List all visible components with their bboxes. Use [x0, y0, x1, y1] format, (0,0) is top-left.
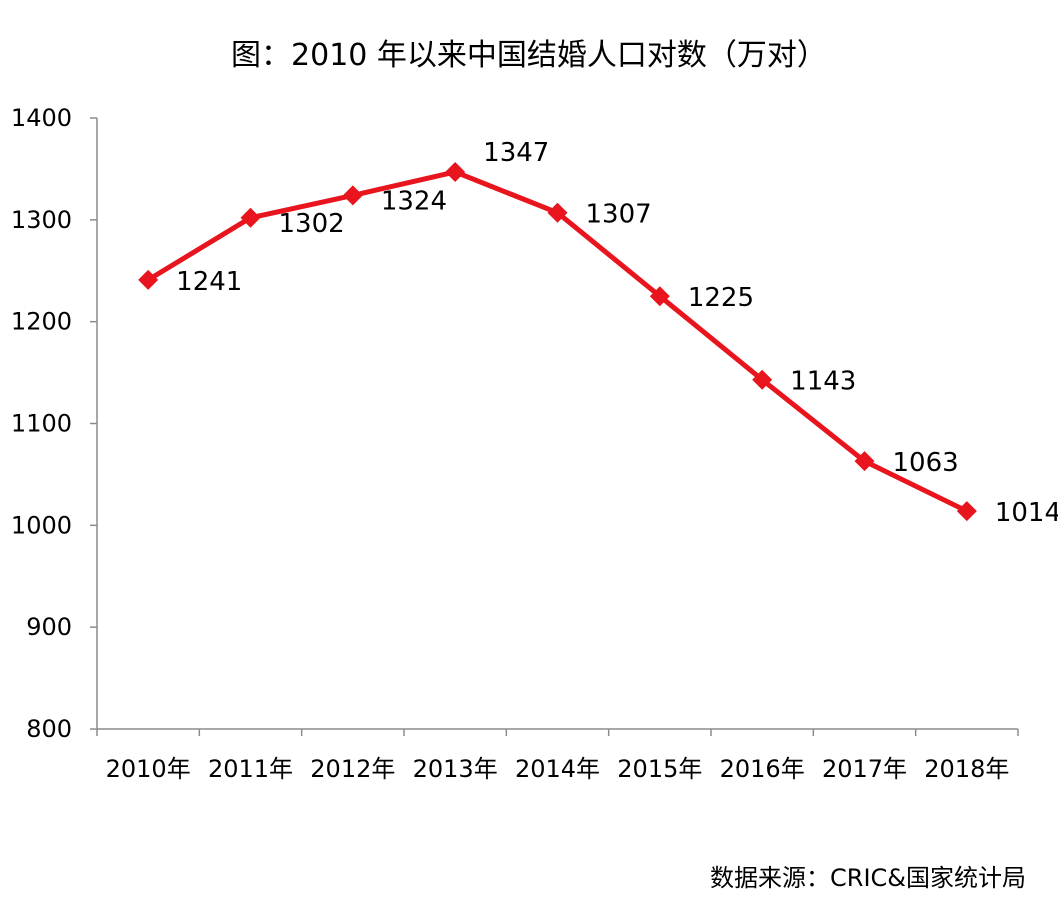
data-label: 1324	[381, 186, 447, 216]
data-labels: 1241 1302 1324 1347 1307 1225 1143 1063 1014	[176, 138, 1058, 528]
series-line	[148, 172, 967, 511]
data-label: 1347	[483, 138, 549, 168]
y-tick-label: 1400	[11, 104, 72, 132]
x-tick-label: 2010年	[106, 755, 191, 783]
y-tick-label: 1000	[11, 511, 72, 539]
y-axis: 800 900 1000 1100 1200 1300 1400	[11, 104, 97, 743]
y-tick-label: 1100	[11, 410, 72, 438]
x-tick-label: 2013年	[413, 755, 498, 783]
x-tick-label: 2018年	[924, 755, 1009, 783]
data-label: 1014	[995, 498, 1058, 528]
data-label: 1225	[688, 283, 754, 313]
data-label: 1143	[790, 367, 856, 397]
series-line-path	[148, 172, 967, 511]
y-tick-label: 800	[26, 715, 72, 743]
x-tick-label: 2016年	[720, 755, 805, 783]
data-point	[957, 501, 977, 521]
source-note: 数据来源：CRIC&国家统计局	[710, 858, 1026, 893]
x-axis: 2010年 2011年 2012年 2013年 2014年 2015年 2016年 2017年…	[97, 729, 1018, 783]
x-tick-label: 2017年	[822, 755, 907, 783]
x-tick-label: 2014年	[515, 755, 600, 783]
data-point	[445, 162, 465, 182]
data-label: 1302	[279, 209, 345, 239]
y-tick-label: 1200	[11, 308, 72, 336]
y-tick-label: 1300	[11, 206, 72, 234]
data-label: 1063	[893, 448, 959, 478]
x-tick-label: 2015年	[617, 755, 702, 783]
x-tick-label: 2012年	[310, 755, 395, 783]
data-label: 1307	[586, 200, 652, 230]
x-tick-label: 2011年	[208, 755, 293, 783]
y-tick-label: 900	[26, 613, 72, 641]
data-label: 1241	[176, 267, 242, 297]
data-point	[343, 185, 363, 205]
